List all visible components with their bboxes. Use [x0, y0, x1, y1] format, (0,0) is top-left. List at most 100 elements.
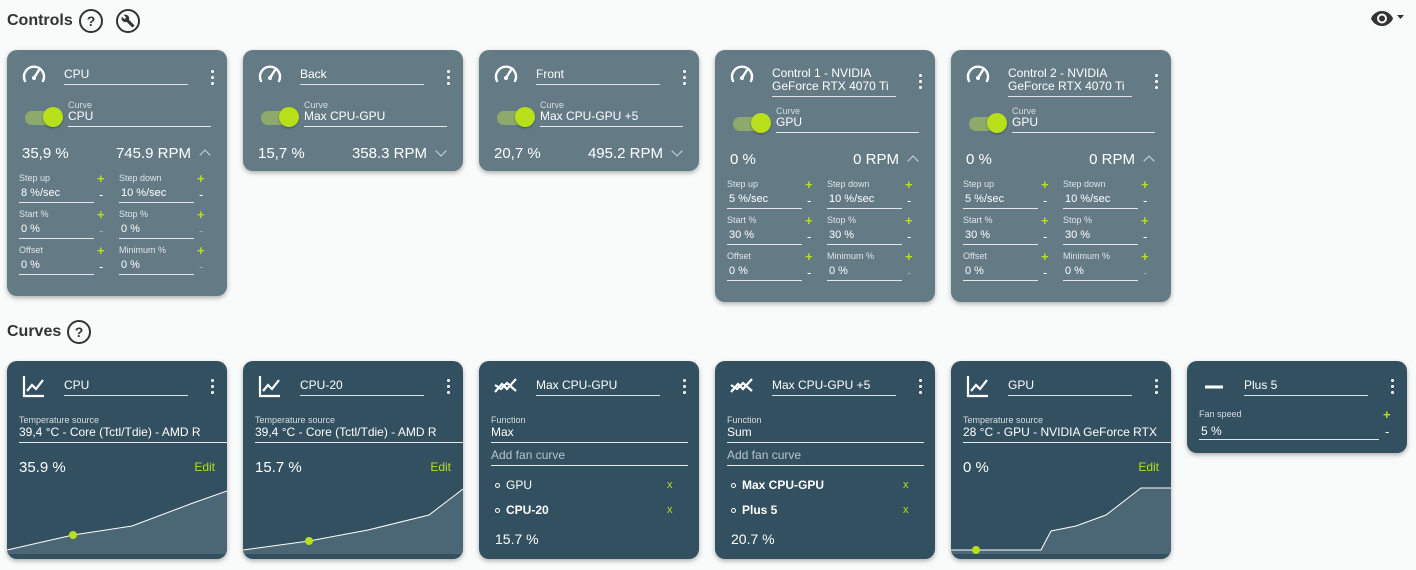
more-vert-icon[interactable] — [919, 74, 923, 90]
remove-item-button[interactable]: x — [667, 479, 673, 491]
more-vert-icon[interactable] — [447, 70, 451, 86]
offset-input[interactable]: 0 % — [19, 259, 94, 275]
curve-name[interactable]: Max CPU-GPU — [536, 378, 660, 396]
increment-button[interactable]: + — [97, 171, 105, 186]
more-vert-icon[interactable] — [211, 379, 215, 395]
more-vert-icon[interactable] — [1155, 74, 1159, 90]
decrement-button[interactable]: - — [1043, 229, 1048, 244]
curves-help-icon[interactable]: ? — [67, 320, 91, 344]
chevron-down-icon[interactable] — [435, 145, 447, 157]
decrement-button[interactable]: - — [1043, 193, 1048, 208]
more-vert-icon[interactable] — [683, 379, 687, 395]
decrement-button[interactable]: - — [907, 265, 912, 280]
stop-input[interactable]: 30 % — [1063, 229, 1138, 245]
enable-toggle[interactable] — [261, 107, 299, 127]
controls-help-icon[interactable]: ? — [79, 9, 103, 33]
curve-select[interactable]: Max CPU-GPU — [304, 109, 447, 127]
offset-input[interactable]: 0 % — [963, 265, 1038, 281]
start-input[interactable]: 30 % — [727, 229, 802, 245]
fan-speed-input[interactable]: 5 % — [1199, 424, 1379, 440]
start-input[interactable]: 0 % — [19, 223, 94, 239]
increment-button[interactable]: + — [905, 177, 913, 192]
step_down-input[interactable]: 10 %/sec — [1063, 193, 1138, 209]
increment-button[interactable]: + — [97, 207, 105, 222]
increment-button[interactable]: + — [97, 243, 105, 258]
curve-select[interactable]: CPU — [68, 109, 211, 127]
temperature-source-select[interactable]: 28 °C - GPU - NVIDIA GeForce RTX — [963, 425, 1171, 443]
curve-name[interactable]: CPU-20 — [300, 378, 424, 396]
remove-item-button[interactable]: x — [903, 479, 909, 491]
edit-button[interactable]: Edit — [430, 460, 451, 474]
decrement-button[interactable]: - — [99, 187, 104, 202]
increment-button[interactable]: + — [905, 249, 913, 264]
more-vert-icon[interactable] — [1391, 379, 1395, 395]
edit-button[interactable]: Edit — [1138, 460, 1159, 474]
stop-input[interactable]: 30 % — [827, 229, 902, 245]
increment-button[interactable]: + — [1041, 213, 1049, 228]
more-vert-icon[interactable] — [211, 70, 215, 86]
step_up-input[interactable]: 5 %/sec — [963, 193, 1038, 209]
step_up-input[interactable]: 8 %/sec — [19, 187, 94, 203]
function-select[interactable]: Max — [491, 425, 688, 443]
minimum-input[interactable]: 0 % — [119, 259, 194, 275]
chevron-up-icon[interactable] — [199, 149, 211, 161]
enable-toggle[interactable] — [733, 113, 771, 133]
increment-button[interactable]: + — [197, 171, 205, 186]
step_up-input[interactable]: 5 %/sec — [727, 193, 802, 209]
decrement-button[interactable]: - — [907, 193, 912, 208]
step_down-input[interactable]: 10 %/sec — [827, 193, 902, 209]
eye-icon[interactable] — [1370, 8, 1404, 31]
control-name[interactable]: Back — [300, 67, 424, 85]
remove-item-button[interactable]: x — [667, 504, 673, 516]
decrement-button[interactable]: - — [99, 223, 104, 238]
increment-button[interactable]: + — [197, 207, 205, 222]
decrement-button[interactable]: - — [199, 187, 204, 202]
decrement-button[interactable]: - — [907, 229, 912, 244]
increment-button[interactable]: + — [805, 249, 813, 264]
decrement-button[interactable]: - — [199, 259, 204, 274]
more-vert-icon[interactable] — [919, 379, 923, 395]
stop-input[interactable]: 0 % — [119, 223, 194, 239]
increment-button[interactable]: + — [1141, 249, 1149, 264]
more-vert-icon[interactable] — [447, 379, 451, 395]
curve-select[interactable]: GPU — [1012, 115, 1155, 133]
enable-toggle[interactable] — [497, 107, 535, 127]
increment-button[interactable]: + — [1141, 177, 1149, 192]
decrement-button[interactable]: - — [1385, 424, 1390, 439]
curve-name[interactable]: CPU — [64, 378, 188, 396]
step_down-input[interactable]: 10 %/sec — [119, 187, 194, 203]
decrement-button[interactable]: - — [99, 259, 104, 274]
minimum-input[interactable]: 0 % — [1063, 265, 1138, 281]
remove-item-button[interactable]: x — [903, 504, 909, 516]
minimum-input[interactable]: 0 % — [827, 265, 902, 281]
decrement-button[interactable]: - — [807, 229, 812, 244]
decrement-button[interactable]: - — [199, 223, 204, 238]
enable-toggle[interactable] — [969, 113, 1007, 133]
increment-button[interactable]: + — [1041, 249, 1049, 264]
increment-button[interactable]: + — [1383, 407, 1391, 422]
chevron-down-icon[interactable] — [671, 145, 683, 157]
curve-name[interactable]: Plus 5 — [1244, 378, 1368, 396]
enable-toggle[interactable] — [25, 107, 63, 127]
temperature-source-select[interactable]: 39,4 °C - Core (Tctl/Tdie) - AMD R — [255, 425, 463, 443]
curve-select[interactable]: GPU — [776, 115, 919, 133]
chevron-up-icon[interactable] — [907, 155, 919, 167]
control-name[interactable]: Control 1 - NVIDIA GeForce RTX 4070 Ti — [772, 67, 896, 97]
add-fan-curve-select[interactable]: Add fan curve — [727, 448, 924, 466]
increment-button[interactable]: + — [905, 213, 913, 228]
wrench-icon[interactable] — [116, 9, 140, 33]
more-vert-icon[interactable] — [1155, 379, 1159, 395]
temperature-source-select[interactable]: 39,4 °C - Core (Tctl/Tdie) - AMD R — [19, 425, 227, 443]
curve-name[interactable]: Max CPU-GPU +5 — [772, 378, 896, 396]
decrement-button[interactable]: - — [807, 265, 812, 280]
add-fan-curve-select[interactable]: Add fan curve — [491, 448, 688, 466]
curve-name[interactable]: GPU — [1008, 378, 1132, 396]
decrement-button[interactable]: - — [1143, 193, 1148, 208]
decrement-button[interactable]: - — [807, 193, 812, 208]
chevron-up-icon[interactable] — [1143, 155, 1155, 167]
control-name[interactable]: CPU — [64, 67, 188, 85]
increment-button[interactable]: + — [197, 243, 205, 258]
increment-button[interactable]: + — [805, 213, 813, 228]
curve-select[interactable]: Max CPU-GPU +5 — [540, 109, 683, 127]
function-select[interactable]: Sum — [727, 425, 924, 443]
